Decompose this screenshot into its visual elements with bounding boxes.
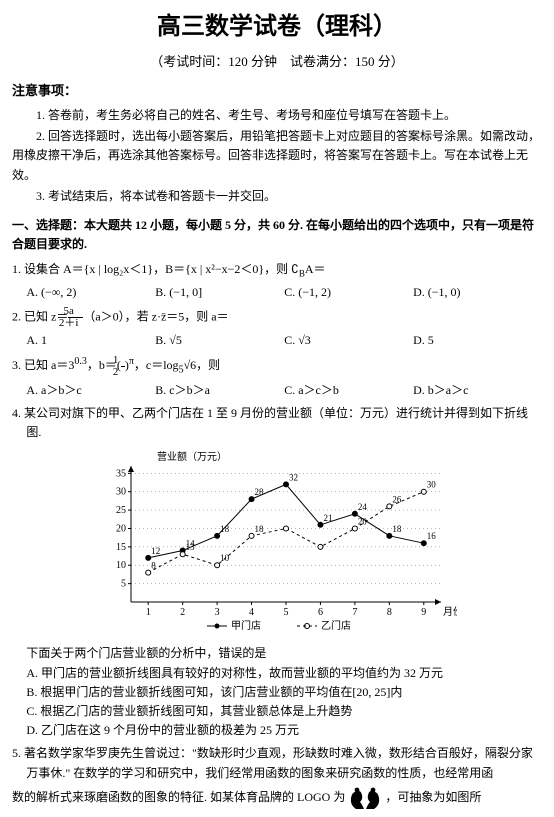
svg-text:乙门店: 乙门店: [321, 619, 351, 632]
svg-text:月份: 月份: [443, 606, 457, 618]
svg-text:12: 12: [151, 546, 160, 556]
svg-text:18: 18: [255, 524, 264, 534]
q4-stem: 4. 某公司对旗下的甲、乙两个门店在 1 至 9 月份的营业额（单位：万元）进行…: [12, 404, 542, 442]
q2-opt-a: A. 1: [26, 331, 155, 350]
svg-text:营业额（万元）: 营业额（万元）: [157, 450, 227, 463]
q1-opt-c: C. (−1, 2): [284, 283, 413, 302]
q3-opt-d: D. b＞a＞c: [413, 381, 542, 400]
svg-text:15: 15: [116, 542, 126, 553]
svg-text:7: 7: [352, 607, 357, 618]
q5-line1: 5. 著名数学家华罗庚先生曾说过："数缺形时少直观，形缺数时难入微，数形结合百般…: [12, 746, 533, 779]
svg-text:13: 13: [186, 543, 196, 553]
svg-text:8: 8: [151, 561, 156, 571]
svg-text:4: 4: [249, 607, 254, 618]
svg-text:21: 21: [323, 513, 332, 523]
svg-text:10: 10: [116, 561, 126, 572]
notice-1: 1. 答卷前，考生务必将自己的姓名、考生号、考场号和座位号填写在答题卡上。: [12, 106, 542, 125]
svg-text:32: 32: [289, 473, 298, 483]
svg-text:26: 26: [392, 495, 402, 505]
q2-opt-b: B. √5: [155, 331, 284, 350]
svg-text:24: 24: [358, 502, 368, 512]
question-2: 2. 已知 z＝5a2＋i（a＞0），若 z·z̄＝5，则 a＝ A. 1 B.…: [12, 306, 542, 350]
notice-3: 3. 考试结束后，将本试卷和答题卡一并交回。: [12, 187, 542, 206]
svg-text:20: 20: [116, 524, 126, 535]
q1-stem-b: A＝: [305, 262, 326, 276]
q1-opt-b: B. (−1, 0]: [155, 283, 284, 302]
kappa-logo-icon: [348, 787, 382, 809]
svg-text:9: 9: [421, 607, 426, 618]
svg-text:25: 25: [116, 506, 126, 517]
page-title: 高三数学试卷（理科）: [12, 8, 542, 46]
svg-text:16: 16: [427, 532, 437, 542]
svg-text:2: 2: [180, 607, 185, 618]
svg-text:30: 30: [427, 480, 437, 490]
q5-line3: ，可抽象为如图所: [385, 789, 481, 803]
svg-text:6: 6: [318, 607, 323, 618]
svg-text:8: 8: [387, 607, 392, 618]
q4-opt-d: D. 乙门店在这 9 个月份中的营业额的极差为 25 万元: [26, 721, 542, 740]
revenue-chart: 营业额（万元）5101520253035123456789月份121418283…: [97, 448, 457, 638]
q2-opt-c: C. √3: [284, 331, 413, 350]
svg-text:20: 20: [358, 517, 368, 527]
q4-lead: 下面关于两个门店营业额的分析中，错误的是: [26, 644, 542, 663]
q1-stem-a: 1. 设集合 A＝{x | log₂x＜1}，B＝{x | x²−x−2＜0}，…: [12, 262, 299, 276]
svg-text:5: 5: [121, 579, 126, 590]
q3-opt-b: B. c＞b＞a: [155, 381, 284, 400]
svg-text:5: 5: [284, 607, 289, 618]
svg-text:1: 1: [146, 607, 151, 618]
svg-text:甲门店: 甲门店: [231, 619, 261, 632]
q4-opt-c: C. 根据乙门店的营业额折线图可知，其营业额总体是上升趋势: [26, 702, 542, 721]
q4-opt-a: A. 甲门店的营业额折线图具有较好的对称性，故而营业额的平均值约为 32 万元: [26, 664, 542, 683]
question-3: 3. 已知 a＝30.3，b＝(12)π，c＝log5√6，则 A. a＞b＞c…: [12, 354, 542, 400]
svg-text:3: 3: [215, 607, 220, 618]
svg-text:35: 35: [116, 469, 126, 480]
svg-text:30: 30: [116, 487, 126, 498]
section-i-heading: 一、选择题：本大题共 12 小题，每小题 5 分，共 60 分. 在每小题给出的…: [12, 216, 542, 254]
question-5: 5. 著名数学家华罗庚先生曾说过："数缺形时少直观，形缺数时难入微，数形结合百般…: [12, 744, 542, 782]
question-4: 4. 某公司对旗下的甲、乙两个门店在 1 至 9 月份的营业额（单位：万元）进行…: [12, 404, 542, 740]
notice-heading: 注意事项：: [12, 81, 542, 102]
q4-opt-b: B. 根据甲门店的营业额折线图可知，该门店营业额的平均值在[20, 25]内: [26, 683, 542, 702]
q1-opt-a: A. (−∞, 2): [26, 283, 155, 302]
q2-opt-d: D. 5: [413, 331, 542, 350]
q3-opt-a: A. a＞b＞c: [26, 381, 155, 400]
notice-2: 2. 回答选择题时，选出每小题答案后，用铅笔把答题卡上对应题目的答案标号涂黑。如…: [12, 127, 542, 185]
svg-text:10: 10: [220, 554, 230, 564]
q1-opt-d: D. (−1, 0): [413, 283, 542, 302]
q5-line2: 数的解析式来琢磨函数的图象的特征. 如某体育品牌的 LOGO 为: [12, 789, 345, 803]
svg-text:18: 18: [392, 524, 402, 534]
svg-text:18: 18: [220, 524, 230, 534]
q3-opt-c: C. a＞c＞b: [284, 381, 413, 400]
exam-meta: （考试时间：120 分钟 试卷满分：150 分）: [12, 52, 542, 73]
question-1: 1. 设集合 A＝{x | log₂x＜1}，B＝{x | x²−x−2＜0}，…: [12, 260, 542, 302]
svg-text:28: 28: [255, 487, 264, 497]
